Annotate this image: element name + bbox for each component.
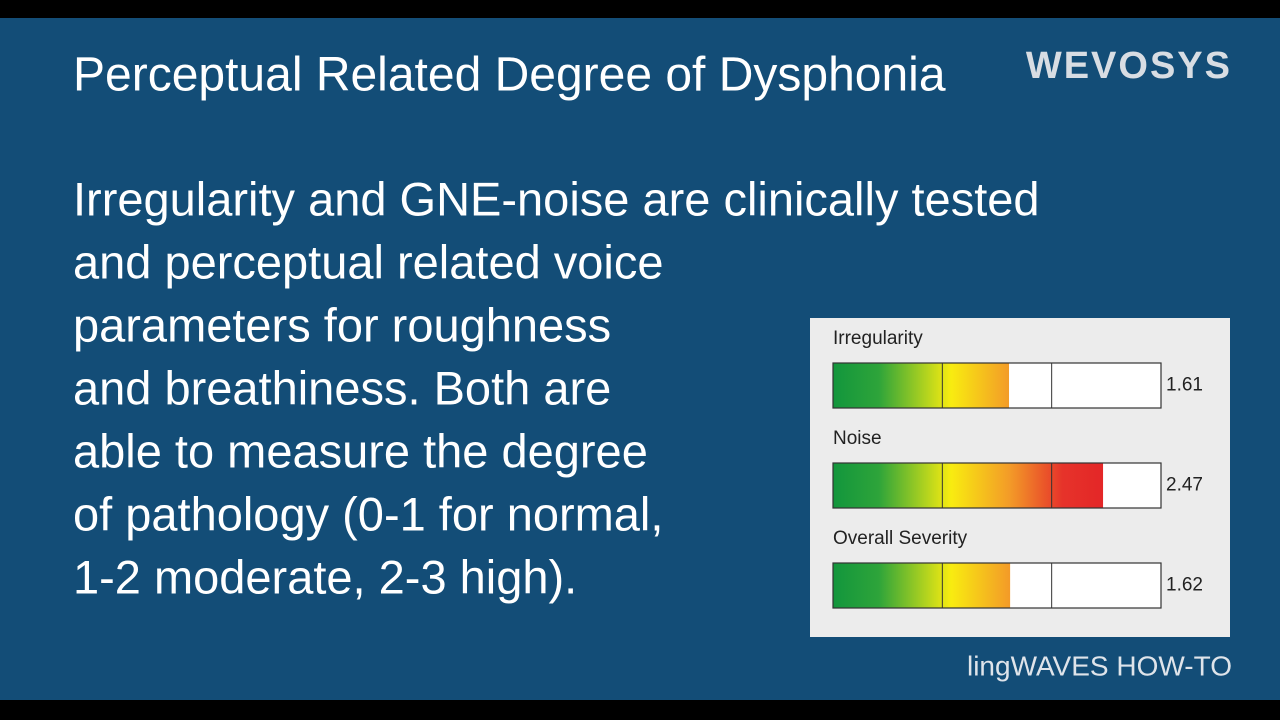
gauge-border: [832, 562, 1162, 609]
gauge-value: 2.47: [1166, 475, 1203, 496]
title: Perceptual Related Degree of Dysphonia: [73, 49, 946, 102]
gauge-label: Irregularity: [833, 328, 923, 349]
gauge-fill: [833, 463, 1104, 508]
body-line: 1-2 moderate, 2-3 high).: [73, 550, 577, 603]
logo: WEVOSYS: [1026, 45, 1232, 87]
gauge-value: 1.61: [1166, 375, 1203, 396]
gauge-fill: [833, 563, 1011, 608]
gauge-border: [832, 462, 1162, 509]
gauge-border: [832, 362, 1162, 409]
footer: lingWAVES HOW-TO: [967, 650, 1232, 681]
body-line: able to measure the degree: [73, 424, 648, 477]
body-line: parameters for roughness: [73, 298, 611, 351]
gauge-value: 1.62: [1166, 575, 1203, 596]
body-line: and breathiness. Both are: [73, 361, 611, 414]
gauge-fill: [833, 363, 1010, 408]
body-line: Irregularity and GNE-noise are clinicall…: [73, 172, 1040, 225]
body-line: and perceptual related voice: [73, 235, 664, 288]
gauge-label: Noise: [833, 428, 882, 449]
body-line: of pathology (0-1 for normal,: [73, 487, 663, 540]
gauge-label: Overall Severity: [833, 528, 968, 549]
